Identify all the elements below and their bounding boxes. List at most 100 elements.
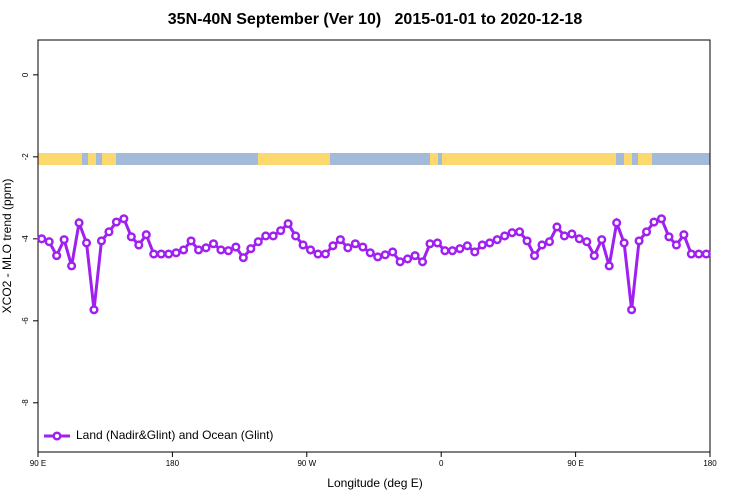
data-point <box>500 231 510 241</box>
data-point <box>634 236 644 246</box>
data-point <box>104 227 114 237</box>
x-tick-label: 180 <box>166 459 180 468</box>
data-point <box>447 246 457 256</box>
data-point <box>612 218 622 228</box>
data-point <box>388 247 398 257</box>
data-point <box>193 245 204 255</box>
data-point <box>253 237 263 247</box>
data-point <box>485 238 495 248</box>
data-point <box>67 261 77 271</box>
data-point <box>350 239 360 249</box>
data-point <box>373 252 383 262</box>
data-point <box>134 240 144 250</box>
data-point <box>358 242 368 252</box>
data-point <box>283 219 293 229</box>
land-ocean-band <box>38 153 710 165</box>
x-tick-label: 90 E <box>567 459 583 468</box>
data-point <box>119 214 129 224</box>
data-point <box>268 231 278 241</box>
legend-marker <box>52 431 62 441</box>
y-tick-label: -2 <box>21 153 30 161</box>
x-tick-label: 90 W <box>297 459 316 468</box>
data-point <box>515 227 525 237</box>
data-point <box>320 249 331 259</box>
data-point <box>589 251 599 261</box>
y-tick-label: 0 <box>21 72 30 77</box>
data-point <box>417 257 428 267</box>
chart-title: 35N-40N September (Ver 10) 2015-01-01 to… <box>168 11 583 28</box>
y-tick-label: -8 <box>21 399 30 407</box>
data-point <box>164 249 174 259</box>
data-point <box>201 243 211 253</box>
data-point <box>544 237 555 247</box>
data-point <box>492 235 502 245</box>
data-point <box>395 257 405 267</box>
data-point <box>649 217 659 227</box>
data-point <box>74 218 84 228</box>
data-point <box>171 248 181 258</box>
data-point <box>641 227 652 237</box>
data-point <box>597 235 607 245</box>
data-point <box>380 250 390 260</box>
data-point <box>298 240 308 250</box>
data-point <box>656 214 667 224</box>
data-point <box>529 251 540 261</box>
data-point <box>432 238 443 248</box>
data-point <box>52 251 62 261</box>
data-point <box>261 231 271 241</box>
data-point <box>216 245 226 255</box>
x-tick-label: 0 <box>439 459 444 468</box>
data-point <box>559 231 569 241</box>
data-point <box>522 236 532 246</box>
data-point <box>305 245 316 255</box>
data-point <box>455 244 465 254</box>
data-point <box>537 240 547 250</box>
data-point <box>567 229 577 239</box>
data-point <box>664 232 674 242</box>
data-point <box>671 240 681 250</box>
y-tick-label: -4 <box>21 235 30 243</box>
y-axis-title: XCO2 - MLO trend (ppm) <box>0 179 14 314</box>
x-tick-label: 90 E <box>30 459 46 468</box>
data-point <box>425 239 435 249</box>
data-point <box>89 305 99 315</box>
data-point <box>507 228 517 238</box>
data-point <box>477 240 487 250</box>
data-point <box>246 244 256 254</box>
data-point <box>343 243 353 253</box>
plot-frame <box>37 39 711 453</box>
data-point <box>313 249 323 259</box>
data-point <box>470 247 480 257</box>
data-point <box>37 234 47 244</box>
y-tick-label: -6 <box>21 317 30 325</box>
data-point <box>126 232 136 242</box>
data-point <box>231 242 241 252</box>
data-point <box>627 305 637 315</box>
data-point <box>440 246 450 256</box>
x-axis-title: Longitude (deg E) <box>327 476 422 490</box>
legend-label: Land (Nadir&Glint) and Ocean (Glint) <box>76 428 273 442</box>
data-point <box>208 239 219 249</box>
data-point <box>701 249 711 259</box>
data-point <box>679 230 689 240</box>
data-point <box>276 226 286 236</box>
data-point <box>186 236 196 246</box>
data-point <box>156 249 166 259</box>
data-point <box>238 253 248 263</box>
data-point <box>619 238 629 248</box>
data-point <box>96 236 107 246</box>
x-tick-label: 180 <box>703 459 717 468</box>
data-point <box>694 249 704 259</box>
data-point <box>111 217 121 227</box>
data-point <box>179 245 189 255</box>
data-point <box>686 249 696 259</box>
data-point <box>59 235 69 245</box>
data-point <box>291 231 301 241</box>
data-point <box>81 238 92 248</box>
data-point <box>335 235 345 245</box>
data-point <box>44 237 54 247</box>
data-point <box>582 237 592 247</box>
data-point <box>410 251 420 261</box>
data-point <box>149 249 159 259</box>
